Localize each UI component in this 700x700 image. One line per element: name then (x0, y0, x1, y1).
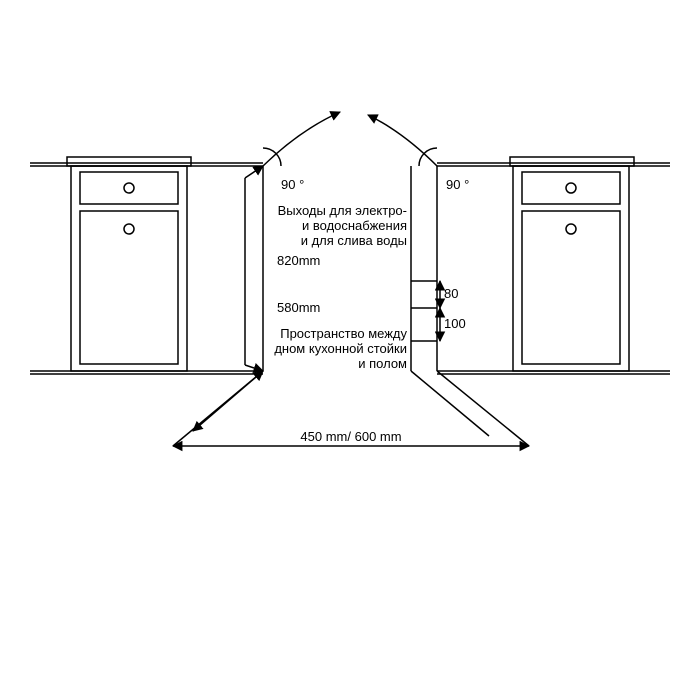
dim-80-label: 80 (444, 286, 458, 301)
supply-text: и водоснабжения (302, 218, 407, 233)
niche-width-label: 450 mm/ 600 mm (300, 429, 401, 444)
installation-diagram: 90 ° 90 ° 820mm 580mm 80 100 450 mm/ 600 mm Вых… (0, 0, 700, 700)
floor-gap-text: Пространство между (280, 326, 407, 341)
dim-100-label: 100 (444, 316, 466, 331)
supply-text: и для слива воды (301, 233, 407, 248)
floor-gap-text: и полом (358, 356, 407, 371)
dim-580-label: 580mm (277, 300, 320, 315)
floor-gap-text: дном кухонной стойки (274, 341, 407, 356)
dim-820-label: 820mm (277, 253, 320, 268)
angle-left-label: 90 ° (281, 177, 304, 192)
supply-text: Выходы для электро- (278, 203, 407, 218)
angle-right-label: 90 ° (446, 177, 469, 192)
